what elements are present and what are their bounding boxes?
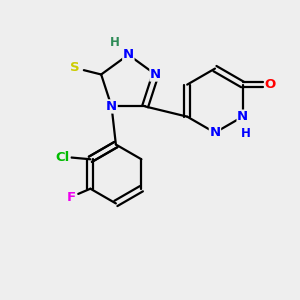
Text: S: S — [70, 61, 80, 74]
Text: N: N — [209, 126, 220, 139]
Text: N: N — [123, 48, 134, 61]
Text: H: H — [110, 36, 119, 49]
Text: O: O — [265, 78, 276, 91]
Text: Cl: Cl — [56, 151, 70, 164]
Text: H: H — [241, 127, 251, 140]
Text: N: N — [237, 110, 248, 123]
Text: F: F — [67, 191, 76, 204]
Text: N: N — [150, 68, 161, 81]
Text: N: N — [106, 100, 117, 113]
